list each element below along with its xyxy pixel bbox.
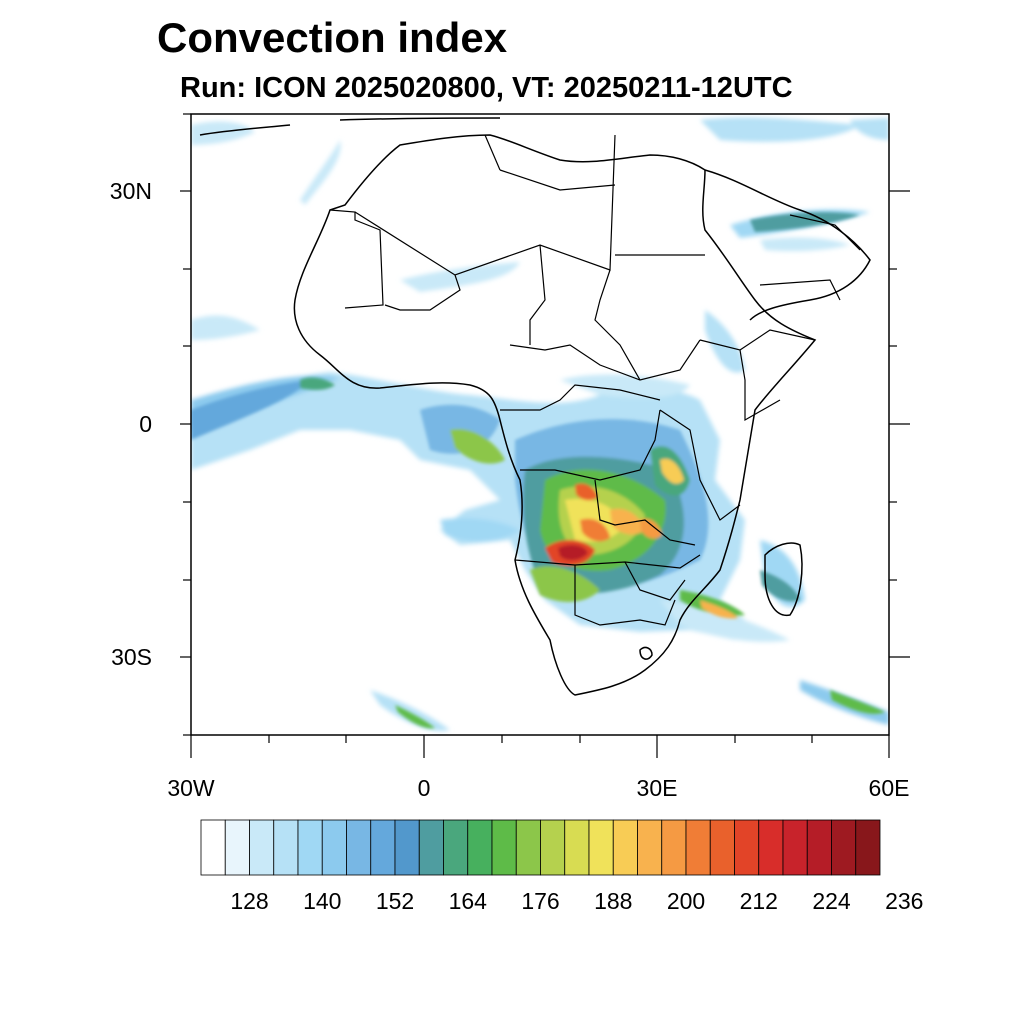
colorbar-swatch <box>200 819 226 876</box>
colorbar-label: 188 <box>594 888 633 914</box>
country-borders <box>329 134 861 626</box>
colorbar-swatch <box>637 819 663 876</box>
colorbar-label: 212 <box>739 888 778 914</box>
colorbar-label: 236 <box>885 888 924 914</box>
lon-label-0: 0 <box>417 775 431 801</box>
colorbar-swatch <box>734 819 760 876</box>
colorbar-swatch <box>831 819 857 876</box>
colorbar <box>200 819 881 876</box>
colorbar-swatch <box>758 819 784 876</box>
colorbar-swatch <box>855 819 881 876</box>
colorbar-swatch <box>612 819 638 876</box>
axis-ticks <box>180 113 910 758</box>
colorbar-swatch <box>782 819 808 876</box>
colorbar-swatch <box>540 819 566 876</box>
lon-label-30w: 30W <box>167 775 215 801</box>
colorbar-swatch <box>297 819 323 876</box>
lat-label-0: 0 <box>139 411 152 437</box>
colorbar-label: 176 <box>521 888 560 914</box>
colorbar-swatch <box>346 819 372 876</box>
colorbar-swatch <box>418 819 444 876</box>
colorbar-label: 224 <box>812 888 851 914</box>
colorbar-swatch <box>224 819 250 876</box>
colorbar-swatch <box>685 819 711 876</box>
colorbar-swatch <box>491 819 517 876</box>
colorbar-swatch <box>709 819 735 876</box>
colorbar-label: 140 <box>303 888 342 914</box>
map-title: Convection index <box>157 14 508 61</box>
colorbar-swatch <box>564 819 590 876</box>
colorbar-label: 164 <box>448 888 487 914</box>
colorbar-swatch <box>806 819 832 876</box>
colorbar-swatch <box>661 819 687 876</box>
lat-label-30s: 30S <box>111 644 152 670</box>
colorbar-swatch <box>467 819 493 876</box>
colorbar-swatch <box>370 819 396 876</box>
colorbar-swatch <box>321 819 347 876</box>
colorbar-swatch <box>273 819 299 876</box>
colorbar-swatch <box>394 819 420 876</box>
colorbar-swatch <box>588 819 614 876</box>
colorbar-label: 152 <box>375 888 415 914</box>
lat-label-30n: 30N <box>109 178 152 204</box>
map-subtitle: Run: ICON 2025020800, VT: 20250211-12UTC <box>180 72 793 104</box>
colorbar-label: 128 <box>230 888 269 914</box>
convection-field <box>191 117 889 731</box>
colorbar-swatch <box>249 819 275 876</box>
colorbar-swatch <box>443 819 469 876</box>
lon-label-30e: 30E <box>636 775 678 801</box>
lon-label-60e: 60E <box>868 775 910 801</box>
colorbar-swatch <box>515 819 541 876</box>
colorbar-label: 200 <box>666 888 706 914</box>
